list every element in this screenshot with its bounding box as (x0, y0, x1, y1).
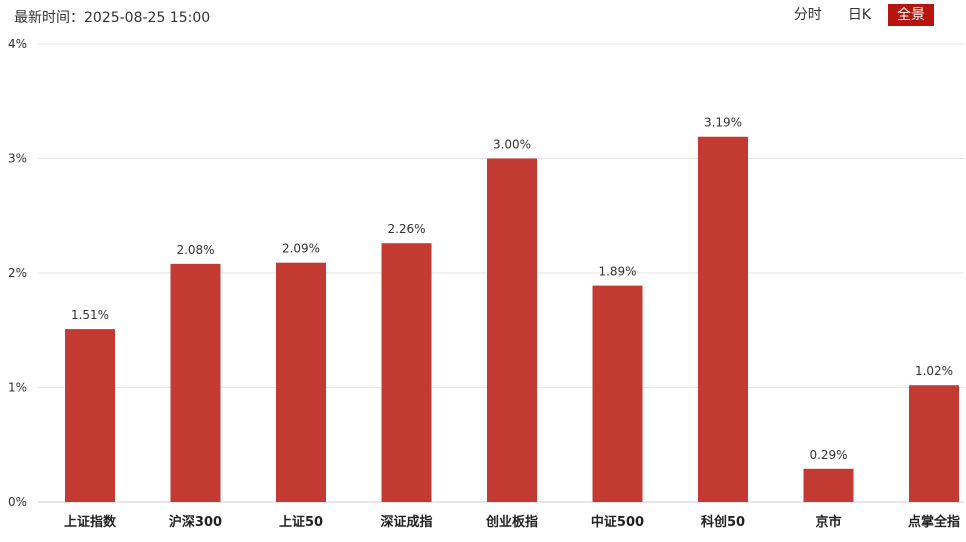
bar[interactable] (698, 136, 748, 502)
bar-value-label: 2.26% (387, 222, 425, 236)
x-axis: 上证指数 沪深300 上证50 深证成指 创业板指 中证500 科创50 京市 点掌全指 (64, 514, 960, 530)
index-change-bar-chart: 0% 1% 2% 3% 4% 1.51% 2.08% 2.09% 2.26% 3.00% 1.89… (8, 37, 964, 530)
y-tick-label: 2% (8, 266, 27, 280)
bar[interactable] (65, 329, 115, 502)
x-tick-label: 中证500 (591, 514, 644, 530)
x-tick-label: 点掌全指 (908, 514, 960, 530)
bar-value-label: 1.89% (598, 265, 636, 279)
bar-value-label: 3.00% (493, 138, 531, 152)
y-tick-label: 0% (8, 495, 27, 509)
bar-value-label: 2.08% (176, 243, 214, 257)
bar-value-label: 2.09% (282, 242, 320, 256)
y-tick-label: 3% (8, 152, 27, 166)
x-tick-label: 深证成指 (380, 514, 432, 530)
y-axis: 0% 1% 2% 3% 4% (8, 37, 27, 509)
tab-daily-k[interactable]: 日K (847, 7, 871, 23)
bars (65, 136, 959, 503)
view-tabs: 分时 日K 全景 (785, 4, 934, 26)
tab-panorama[interactable]: 全景 (888, 4, 934, 26)
tab-intraday[interactable]: 分时 (793, 7, 822, 23)
value-labels: 1.51% 2.08% 2.09% 2.26% 3.00% 1.89% 3.19% 0.29%… (71, 116, 953, 462)
y-tick-label: 4% (8, 37, 27, 51)
bar-value-label: 1.51% (71, 308, 109, 322)
y-tick-label: 1% (8, 381, 27, 395)
bar-value-label: 0.29% (809, 448, 847, 462)
bar[interactable] (381, 243, 432, 503)
x-tick-label: 创业板指 (485, 514, 538, 530)
bar-value-label: 3.19% (704, 116, 742, 130)
x-tick-label: 科创50 (701, 514, 745, 530)
bar-value-label: 1.02% (915, 364, 953, 378)
bar[interactable] (803, 468, 854, 502)
bar[interactable] (276, 262, 326, 502)
x-tick-label: 上证50 (279, 515, 323, 530)
bar[interactable] (909, 385, 959, 502)
bar[interactable] (592, 285, 643, 502)
x-tick-label: 京市 (815, 514, 841, 530)
x-tick-label: 上证指数 (64, 514, 117, 530)
chart-header: 最新时间：2025-08-25 15:00 分时 日K 全景 (0, 0, 966, 34)
x-tick-label: 沪深300 (169, 514, 222, 530)
bar[interactable] (487, 158, 537, 503)
bar[interactable] (170, 263, 221, 502)
update-time-label: 最新时间：2025-08-25 15:00 (14, 10, 211, 26)
